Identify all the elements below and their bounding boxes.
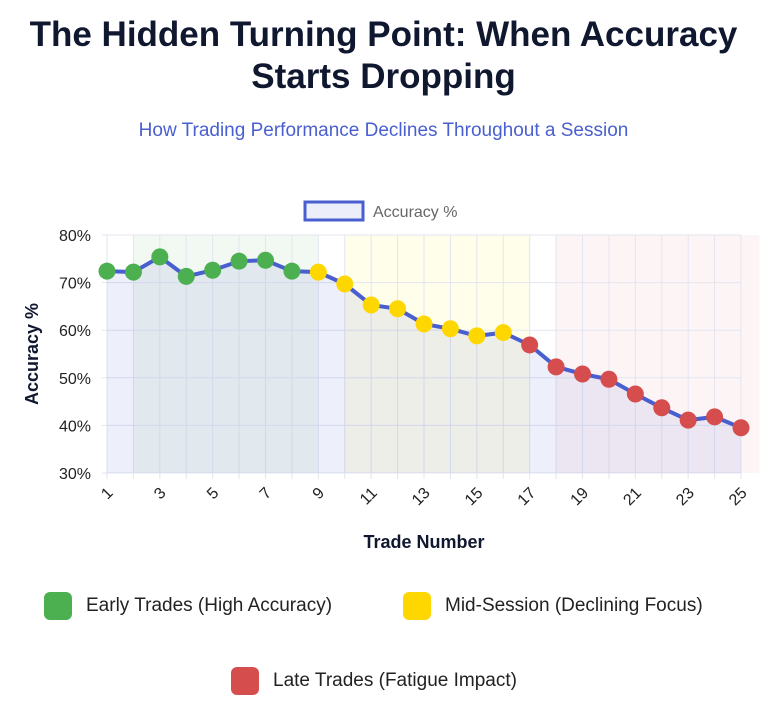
data-point-16 <box>494 324 512 342</box>
x-tick-label: 9 <box>310 485 328 503</box>
x-tick-label: 3 <box>151 485 169 503</box>
legend-label-mid: Mid-Session (Declining Focus) <box>445 595 703 616</box>
x-tick-label: 7 <box>257 485 275 503</box>
y-tick-label: 40% <box>59 418 91 435</box>
y-tick-label: 50% <box>59 371 91 388</box>
x-tick-label: 17 <box>515 485 540 510</box>
data-point-3 <box>151 248 169 266</box>
x-tick-label: 1 <box>98 485 116 503</box>
x-tick-label: 11 <box>357 485 381 509</box>
data-point-25 <box>732 419 750 437</box>
x-tick-label: 21 <box>620 485 645 510</box>
x-tick-label: 15 <box>462 485 487 510</box>
legend-series-swatch <box>303 200 365 222</box>
legend-swatch-late <box>231 667 259 695</box>
y-tick-label: 80% <box>59 228 91 245</box>
line-chart: 30%40%50%60%70%80%1 3 5 7 9 11 13 15 17 19 21 23 25A… <box>22 200 760 552</box>
chart-title: The Hidden Turning Point: When Accuracy … <box>29 15 738 96</box>
data-point-12 <box>389 300 407 318</box>
legend-early: Early Trades (High Accuracy) <box>44 592 332 620</box>
legend-late: Late Trades (Fatigue Impact) <box>231 667 517 695</box>
y-axis-title: Accuracy % <box>22 303 42 405</box>
y-tick-label: 60% <box>59 323 91 340</box>
phase-band-late <box>556 235 760 473</box>
legend-series-label: Accuracy % <box>373 204 457 221</box>
data-point-6 <box>230 252 248 270</box>
data-point-7 <box>257 251 274 269</box>
legend-swatch-mid <box>403 592 431 620</box>
x-tick-label: 19 <box>568 485 593 510</box>
data-point-18 <box>547 358 565 376</box>
x-tick-label: 25 <box>726 485 751 510</box>
data-point-8 <box>283 262 301 280</box>
data-point-1 <box>98 262 116 280</box>
legend-label-late: Late Trades (Fatigue Impact) <box>273 670 517 691</box>
phase-band-mid <box>344 235 530 473</box>
y-tick-label: 30% <box>59 466 91 483</box>
x-tick-label: 23 <box>673 485 698 510</box>
legend-label-early: Early Trades (High Accuracy) <box>86 595 333 616</box>
x-tick-label: 13 <box>409 485 434 510</box>
data-point-20 <box>600 370 618 388</box>
data-point-15 <box>468 327 486 345</box>
y-tick-label: 70% <box>59 276 91 293</box>
data-point-13 <box>415 315 433 333</box>
data-point-22 <box>653 399 671 417</box>
data-point-4 <box>177 267 195 285</box>
data-point-24 <box>706 408 724 426</box>
area-fill <box>107 256 741 473</box>
data-point-10 <box>336 275 354 293</box>
x-tick-label: 5 <box>204 485 222 503</box>
data-point-14 <box>441 320 459 338</box>
data-point-23 <box>679 411 697 429</box>
data-point-2 <box>124 263 142 281</box>
data-point-9 <box>309 263 327 281</box>
data-point-19 <box>574 365 591 383</box>
data-point-17 <box>521 336 539 354</box>
data-point-5 <box>204 261 222 279</box>
legend-swatch-early <box>44 592 72 620</box>
chart-subtitle: How Trading Performance Declines Through… <box>138 120 629 141</box>
legend-mid: Mid-Session (Declining Focus) <box>403 592 703 620</box>
data-point-21 <box>626 385 644 403</box>
data-point-11 <box>362 296 380 314</box>
x-axis-title: Trade Number <box>363 532 484 552</box>
